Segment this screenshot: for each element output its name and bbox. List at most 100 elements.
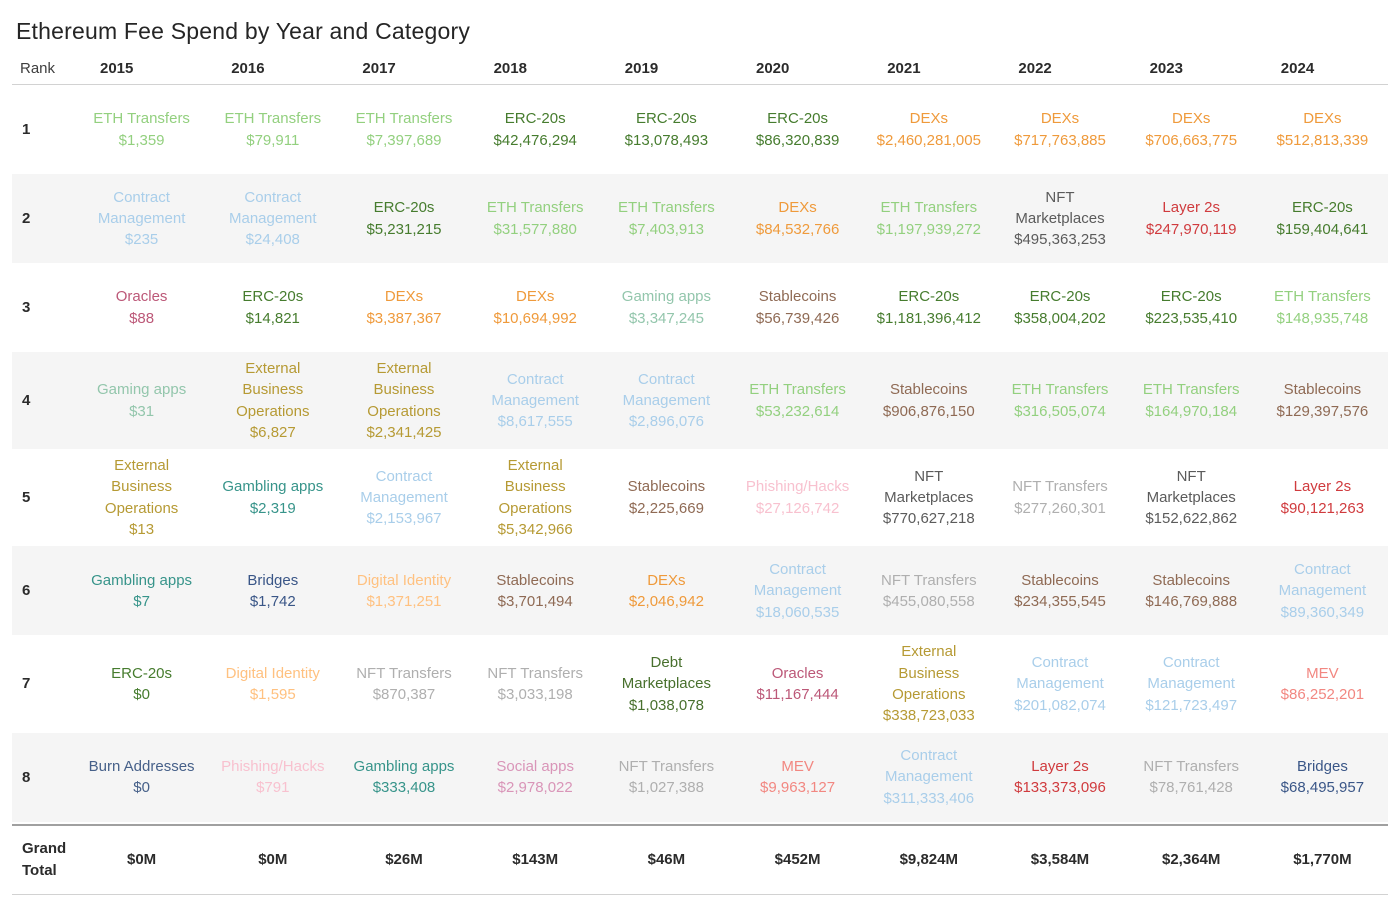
fee-cell-2024-rank3[interactable]: ETH Transfers $148,935,748: [1257, 263, 1388, 352]
fee-cell-2020-rank4[interactable]: ETH Transfers $53,232,614: [732, 352, 863, 449]
fee-cell-2019-rank8[interactable]: NFT Transfers $1,027,388: [601, 733, 732, 822]
fee-value: $1,359: [118, 131, 165, 149]
fee-cell-2021-rank5[interactable]: NFT Marketplaces $770,627,218: [863, 449, 994, 546]
fee-cell-2018-rank8[interactable]: Social apps $2,978,022: [470, 733, 601, 822]
fee-cell-2024-rank8[interactable]: Bridges $68,495,957: [1257, 733, 1388, 822]
fee-cell-2019-rank7[interactable]: Debt Marketplaces $1,038,078: [601, 635, 732, 732]
fee-value: $89,360,349: [1280, 603, 1365, 621]
fee-cell-2017-rank8[interactable]: Gambling apps $333,408: [338, 733, 469, 822]
fee-cell-2020-rank3[interactable]: Stablecoins $56,739,426: [732, 263, 863, 352]
fee-cell-2020-rank5[interactable]: Phishing/Hacks $27,126,742: [732, 449, 863, 546]
fee-cell-2023-rank6[interactable]: Stablecoins $146,769,888: [1126, 546, 1257, 635]
fee-cell-2017-rank7[interactable]: NFT Transfers $870,387: [338, 635, 469, 732]
fee-value: $2,225,669: [628, 499, 704, 517]
fee-cell-2024-rank6[interactable]: Contract Management $89,360,349: [1257, 546, 1388, 635]
fee-cell-2023-rank4[interactable]: ETH Transfers $164,970,184: [1126, 352, 1257, 449]
fee-cell-2019-rank5[interactable]: Stablecoins $2,225,669: [601, 449, 732, 546]
fee-cell-2019-rank3[interactable]: Gaming apps $3,347,245: [601, 263, 732, 352]
fee-cell-2020-rank1[interactable]: ERC-20s $86,320,839: [732, 85, 863, 174]
fee-cell-2020-rank2[interactable]: DEXs $84,532,766: [732, 174, 863, 263]
fee-cell-2023-rank8[interactable]: NFT Transfers $78,761,428: [1126, 733, 1257, 822]
fee-cell-2024-rank7[interactable]: MEV $86,252,201: [1257, 635, 1388, 732]
fee-cell-2021-rank3[interactable]: ERC-20s $1,181,396,412: [863, 263, 994, 352]
fee-cell-2015-rank1[interactable]: ETH Transfers $1,359: [76, 85, 207, 174]
category-label: ETH Transfers: [224, 110, 322, 128]
fee-cell-2015-rank7[interactable]: ERC-20s $0: [76, 635, 207, 732]
fee-cell-2020-rank6[interactable]: Contract Management $18,060,535: [732, 546, 863, 635]
fee-value: $9,963,127: [760, 779, 836, 797]
fee-cell-2024-rank4[interactable]: Stablecoins $129,397,576: [1257, 352, 1388, 449]
fee-cell-2016-rank8[interactable]: Phishing/Hacks $791: [207, 733, 338, 822]
fee-cell-2016-rank4[interactable]: External Business Operations $6,827: [207, 352, 338, 449]
fee-cell-2017-rank5[interactable]: Contract Management $2,153,967: [338, 449, 469, 546]
fee-cell-2018-rank5[interactable]: External Business Operations $5,342,966: [470, 449, 601, 546]
category-label: Burn Addresses: [88, 757, 195, 775]
fee-cell-2024-rank1[interactable]: DEXs $512,813,339: [1257, 85, 1388, 174]
fee-cell-2015-rank8[interactable]: Burn Addresses $0: [76, 733, 207, 822]
category-label: NFT Transfers: [487, 664, 583, 682]
fee-cell-2021-rank1[interactable]: DEXs $2,460,281,005: [863, 85, 994, 174]
fee-value: $14,821: [245, 309, 300, 327]
fee-cell-2019-rank6[interactable]: DEXs $2,046,942: [601, 546, 732, 635]
fee-cell-2015-rank4[interactable]: Gaming apps $31: [76, 352, 207, 449]
fee-cell-2023-rank5[interactable]: NFT Marketplaces $152,622,862: [1126, 449, 1257, 546]
category-label: Stablecoins: [890, 381, 968, 399]
fee-cell-2021-rank7[interactable]: External Business Operations $338,723,033: [863, 635, 994, 732]
fee-cell-2023-rank1[interactable]: DEXs $706,663,775: [1126, 85, 1257, 174]
fee-cell-2016-rank6[interactable]: Bridges $1,742: [207, 546, 338, 635]
fee-cell-2023-rank2[interactable]: Layer 2s $247,970,119: [1126, 174, 1257, 263]
fee-cell-2016-rank3[interactable]: ERC-20s $14,821: [207, 263, 338, 352]
fee-cell-2022-rank8[interactable]: Layer 2s $133,373,096: [994, 733, 1125, 822]
fee-cell-2022-rank2[interactable]: NFT Marketplaces $495,363,253: [994, 174, 1125, 263]
fee-value: $3,701,494: [497, 592, 573, 610]
category-label: ERC-20s: [373, 199, 435, 217]
fee-cell-2016-rank5[interactable]: Gambling apps $2,319: [207, 449, 338, 546]
fee-cell-2015-rank2[interactable]: Contract Management $235: [76, 174, 207, 263]
fee-cell-2024-rank2[interactable]: ERC-20s $159,404,641: [1257, 174, 1388, 263]
fee-cell-2021-rank8[interactable]: Contract Management $311,333,406: [863, 733, 994, 822]
fee-cell-2019-rank2[interactable]: ETH Transfers $7,403,913: [601, 174, 732, 263]
fee-cell-2019-rank1[interactable]: ERC-20s $13,078,493: [601, 85, 732, 174]
fee-cell-2024-rank5[interactable]: Layer 2s $90,121,263: [1257, 449, 1388, 546]
fee-value: $90,121,263: [1280, 499, 1365, 517]
fee-value: $3,387,367: [366, 309, 442, 327]
fee-cell-2016-rank2[interactable]: Contract Management $24,408: [207, 174, 338, 263]
fee-cell-2020-rank8[interactable]: MEV $9,963,127: [732, 733, 863, 822]
category-label: ERC-20s: [242, 288, 304, 306]
fee-cell-2017-rank3[interactable]: DEXs $3,387,367: [338, 263, 469, 352]
fee-cell-2022-rank4[interactable]: ETH Transfers $316,505,074: [994, 352, 1125, 449]
fee-cell-2015-rank5[interactable]: External Business Operations $13: [76, 449, 207, 546]
fee-cell-2020-rank7[interactable]: Oracles $11,167,444: [732, 635, 863, 732]
fee-cell-2017-rank6[interactable]: Digital Identity $1,371,251: [338, 546, 469, 635]
category-label: External Business Operations: [367, 360, 441, 420]
fee-cell-2022-rank3[interactable]: ERC-20s $358,004,202: [994, 263, 1125, 352]
fee-cell-2016-rank1[interactable]: ETH Transfers $79,911: [207, 85, 338, 174]
fee-cell-2018-rank4[interactable]: Contract Management $8,617,555: [470, 352, 601, 449]
fee-cell-2016-rank7[interactable]: Digital Identity $1,595: [207, 635, 338, 732]
fee-cell-2021-rank6[interactable]: NFT Transfers $455,080,558: [863, 546, 994, 635]
fee-cell-2021-rank4[interactable]: Stablecoins $906,876,150: [863, 352, 994, 449]
category-label: ERC-20s: [767, 110, 829, 128]
fee-cell-2015-rank6[interactable]: Gambling apps $7: [76, 546, 207, 635]
fee-cell-2017-rank4[interactable]: External Business Operations $2,341,425: [338, 352, 469, 449]
fee-cell-2017-rank1[interactable]: ETH Transfers $7,397,689: [338, 85, 469, 174]
year-header-2022: 2022: [1018, 60, 1052, 77]
fee-cell-2018-rank7[interactable]: NFT Transfers $3,033,198: [470, 635, 601, 732]
fee-cell-2017-rank2[interactable]: ERC-20s $5,231,215: [338, 174, 469, 263]
fee-cell-2018-rank6[interactable]: Stablecoins $3,701,494: [470, 546, 601, 635]
fee-cell-2019-rank4[interactable]: Contract Management $2,896,076: [601, 352, 732, 449]
fee-cell-2018-rank2[interactable]: ETH Transfers $31,577,880: [470, 174, 601, 263]
fee-cell-2015-rank3[interactable]: Oracles $88: [76, 263, 207, 352]
grand-total-value-2023: $2,364M: [1162, 851, 1221, 869]
fee-cell-2018-rank3[interactable]: DEXs $10,694,992: [470, 263, 601, 352]
fee-cell-2022-rank7[interactable]: Contract Management $201,082,074: [994, 635, 1125, 732]
fee-cell-2018-rank1[interactable]: ERC-20s $42,476,294: [470, 85, 601, 174]
fee-value: $53,232,614: [755, 402, 840, 420]
fee-cell-2022-rank1[interactable]: DEXs $717,763,885: [994, 85, 1125, 174]
fee-cell-2023-rank3[interactable]: ERC-20s $223,535,410: [1126, 263, 1257, 352]
fee-cell-2022-rank5[interactable]: NFT Transfers $277,260,301: [994, 449, 1125, 546]
fee-cell-2023-rank7[interactable]: Contract Management $121,723,497: [1126, 635, 1257, 732]
fee-value: $2,896,076: [628, 413, 704, 431]
fee-cell-2021-rank2[interactable]: ETH Transfers $1,197,939,272: [863, 174, 994, 263]
fee-cell-2022-rank6[interactable]: Stablecoins $234,355,545: [994, 546, 1125, 635]
